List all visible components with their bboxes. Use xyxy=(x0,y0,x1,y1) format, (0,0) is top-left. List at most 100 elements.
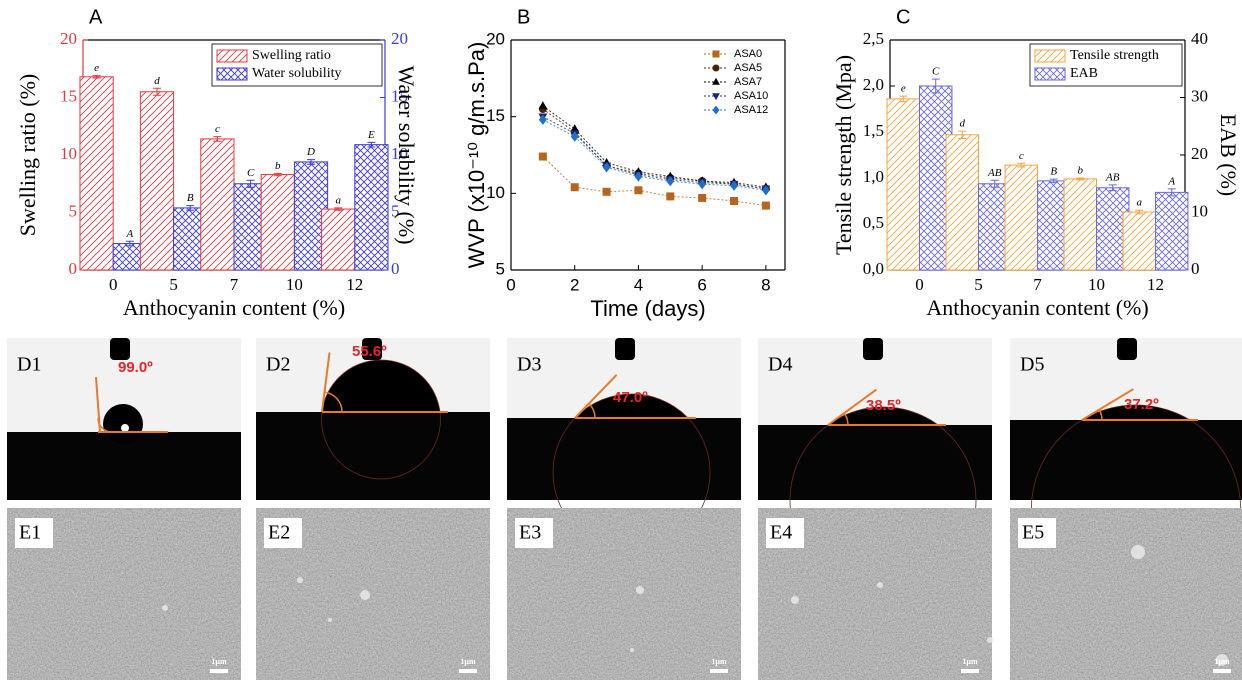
scale-label: 1µm xyxy=(711,657,727,666)
error-bar xyxy=(990,179,999,188)
particle xyxy=(636,586,644,594)
scale-label: 1µm xyxy=(1214,657,1230,666)
y2-tick-label: 0 xyxy=(1191,259,1200,278)
error-bar xyxy=(931,78,940,94)
x-axis-label: Time (days) xyxy=(590,296,705,321)
legend-label: Water solubility xyxy=(252,66,341,81)
error-bar xyxy=(367,141,376,148)
significance-letter: c xyxy=(1019,150,1024,162)
needle xyxy=(863,338,883,360)
series-line xyxy=(542,116,766,190)
legend-label: EAB xyxy=(1070,66,1098,81)
particle xyxy=(877,582,883,588)
significance-letter: AB xyxy=(987,167,1002,179)
data-point xyxy=(570,131,579,142)
label-box xyxy=(766,518,804,548)
label-box xyxy=(1018,518,1056,548)
error-bar xyxy=(1135,209,1144,215)
bar xyxy=(1004,164,1038,271)
contact-angle-panel: D3 47.0º xyxy=(507,338,741,552)
panel-label: C xyxy=(896,6,910,28)
y-tick-label: 5 xyxy=(69,201,78,220)
legend-swatch xyxy=(216,49,248,63)
significance-letter: A xyxy=(125,228,133,240)
y-tick-label: 5 xyxy=(496,259,505,278)
droplet xyxy=(575,394,688,418)
error-bar xyxy=(1076,177,1085,181)
substrate xyxy=(256,412,490,500)
label-box xyxy=(15,518,53,548)
error-bar xyxy=(92,75,101,79)
bar xyxy=(886,98,920,271)
y-tick-label: 2,5 xyxy=(863,29,884,48)
legend-label: ASA7 xyxy=(734,76,762,88)
x-tick-label: 0 xyxy=(506,275,515,294)
contact-angle-label: 37.2º xyxy=(1124,396,1159,413)
x-tick-label: 4 xyxy=(634,275,643,294)
error-bar xyxy=(273,172,282,177)
data-point xyxy=(698,193,707,202)
droplet xyxy=(103,404,143,444)
significance-letter: c xyxy=(215,123,220,135)
data-point xyxy=(602,187,611,196)
contact-angle-label: 99.0º xyxy=(118,359,153,376)
legend-marker xyxy=(712,77,720,85)
legend-label: ASA5 xyxy=(734,62,762,74)
error-bar xyxy=(899,95,908,103)
angle-arc xyxy=(843,412,849,426)
label-box xyxy=(515,518,553,548)
significance-letter: E xyxy=(367,129,375,141)
contact-angle-label: 38.5º xyxy=(866,397,901,414)
particle xyxy=(1131,545,1145,559)
error-bar xyxy=(1049,178,1058,184)
y-tick-label: 20 xyxy=(60,29,77,48)
droplet xyxy=(322,360,440,412)
sem-panel: E4 1µm xyxy=(758,508,993,680)
bar xyxy=(79,76,114,271)
data-point xyxy=(570,124,580,133)
angle-arc xyxy=(324,391,343,413)
data-point xyxy=(666,175,675,187)
x-tick-label: 10 xyxy=(286,275,303,294)
panel-label: E2 xyxy=(268,522,290,544)
error-bar xyxy=(1167,188,1176,197)
data-point xyxy=(698,178,707,190)
x-tick-label: 6 xyxy=(697,275,706,294)
legend-marker xyxy=(712,105,720,115)
error-bar xyxy=(1017,162,1026,168)
particle xyxy=(162,605,168,611)
needle xyxy=(615,338,635,360)
x-axis-label: Anthocyanin content (%) xyxy=(926,295,1148,320)
panel-label: E1 xyxy=(19,522,41,544)
data-point xyxy=(538,152,547,161)
error-bar xyxy=(246,179,255,188)
data-point xyxy=(634,171,643,182)
sem-panel: E3 1µm xyxy=(507,508,741,680)
panel-label: D2 xyxy=(266,354,290,376)
particle xyxy=(630,648,634,652)
panel-label: E4 xyxy=(770,522,792,544)
scale-label: 1µm xyxy=(460,657,476,666)
legend-swatch xyxy=(216,67,248,81)
x-tick-label: 0 xyxy=(915,275,924,294)
panel-label: E5 xyxy=(1022,522,1044,544)
angle-arc xyxy=(1098,409,1103,421)
y2-tick-label: 0 xyxy=(391,259,400,278)
legend-marker xyxy=(712,64,720,72)
y2-tick-label: 20 xyxy=(1191,144,1208,163)
significance-letter: B xyxy=(1050,166,1057,178)
y-tick-label: 0,5 xyxy=(863,213,884,232)
particle xyxy=(360,590,370,600)
data-point xyxy=(730,180,739,191)
series-line xyxy=(542,105,766,188)
y2-tick-label: 10 xyxy=(391,144,408,163)
error-bar xyxy=(334,207,343,211)
x-tick-label: 0 xyxy=(109,275,118,294)
significance-letter: D xyxy=(306,146,315,158)
error-bar xyxy=(213,136,222,142)
panel-label: A xyxy=(89,6,103,28)
data-point xyxy=(570,183,579,192)
legend-marker xyxy=(712,93,720,101)
particle xyxy=(1216,654,1228,666)
error-bar xyxy=(958,130,967,139)
